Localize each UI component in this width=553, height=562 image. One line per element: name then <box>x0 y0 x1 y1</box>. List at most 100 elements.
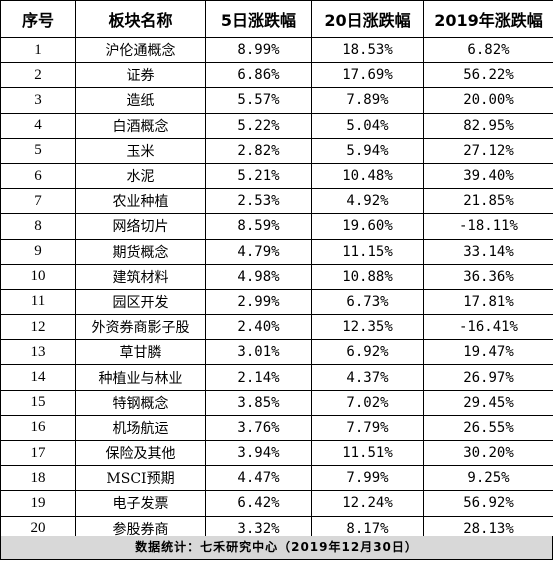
table-row: 11 园区开发 2.99% 6.73% 17.81% <box>0 288 553 316</box>
cell-sector-name: 农业种植 <box>75 188 206 215</box>
cell-sector-name: 保险及其他 <box>75 439 206 467</box>
data-source-footer: 数据统计：七禾研究中心（2019年12月30日） <box>0 536 553 560</box>
cell-5day-change: 3.85% <box>205 389 312 416</box>
cell-20day-change: 12.24% <box>311 490 424 517</box>
cell-5day-change: 2.14% <box>205 364 312 391</box>
cell-20day-change: 12.35% <box>311 314 424 341</box>
sector-performance-table: 序号 板块名称 5日涨跌幅 20日涨跌幅 2019年涨跌幅 1 沪伦通概念 8.99… <box>0 0 553 542</box>
table-row: 15 特钢概念 3.85% 7.02% 29.45% <box>0 389 553 416</box>
table-row: 7 农业种植 2.53% 4.92% 21.85% <box>0 188 553 215</box>
table-row: 12 外资券商影子股 2.40% 12.35% -16.41% <box>0 314 553 341</box>
cell-sector-name: 白酒概念 <box>75 112 206 139</box>
cell-5day-change: 3.76% <box>205 414 312 442</box>
header-sector-name: 板块名称 <box>75 0 206 38</box>
cell-sector-name: 玉米 <box>75 137 206 164</box>
cell-5day-change: 3.01% <box>205 339 312 366</box>
cell-2019-change: 36.36% <box>423 263 553 290</box>
cell-20day-change: 5.04% <box>311 112 424 139</box>
cell-sector-name: MSCI预期 <box>75 465 206 492</box>
cell-index: 9 <box>0 238 76 265</box>
header-20day-change: 20日涨跌幅 <box>311 0 424 38</box>
table-row: 4 白酒概念 5.22% 5.04% 82.95% <box>0 112 553 139</box>
cell-index: 1 <box>0 36 76 64</box>
cell-20day-change: 6.92% <box>311 339 424 366</box>
cell-index: 7 <box>0 188 76 215</box>
header-5day-change: 5日涨跌幅 <box>205 0 312 38</box>
cell-2019-change: 19.47% <box>423 339 553 366</box>
cell-20day-change: 10.48% <box>311 162 424 190</box>
cell-2019-change: 39.40% <box>423 162 553 190</box>
table-body: 1 沪伦通概念 8.99% 18.53% 6.82% 2 证券 6.86% 17.69% 56.2… <box>0 36 553 542</box>
table-row: 1 沪伦通概念 8.99% 18.53% 6.82% <box>0 36 553 64</box>
cell-index: 12 <box>0 314 76 341</box>
cell-20day-change: 6.73% <box>311 288 424 316</box>
cell-2019-change: 26.97% <box>423 364 553 391</box>
cell-index: 16 <box>0 414 76 442</box>
cell-5day-change: 2.40% <box>205 314 312 341</box>
cell-index: 2 <box>0 62 76 89</box>
cell-2019-change: 27.12% <box>423 137 553 164</box>
table-row: 5 玉米 2.82% 5.94% 27.12% <box>0 137 553 164</box>
cell-index: 14 <box>0 364 76 391</box>
cell-sector-name: 网络切片 <box>75 213 206 240</box>
cell-20day-change: 10.88% <box>311 263 424 290</box>
cell-5day-change: 8.99% <box>205 36 312 64</box>
cell-sector-name: 建筑材料 <box>75 263 206 290</box>
cell-sector-name: 机场航运 <box>75 414 206 442</box>
cell-5day-change: 2.99% <box>205 288 312 316</box>
cell-5day-change: 4.47% <box>205 465 312 492</box>
cell-5day-change: 2.53% <box>205 188 312 215</box>
cell-5day-change: 4.98% <box>205 263 312 290</box>
cell-2019-change: 21.85% <box>423 188 553 215</box>
cell-2019-change: 9.25% <box>423 465 553 492</box>
cell-index: 5 <box>0 137 76 164</box>
cell-index: 11 <box>0 288 76 316</box>
table-row: 6 水泥 5.21% 10.48% 39.40% <box>0 162 553 190</box>
cell-20day-change: 17.69% <box>311 62 424 89</box>
cell-20day-change: 11.15% <box>311 238 424 265</box>
cell-2019-change: 56.92% <box>423 490 553 517</box>
cell-index: 18 <box>0 465 76 492</box>
cell-sector-name: 造纸 <box>75 87 206 114</box>
cell-sector-name: 特钢概念 <box>75 389 206 416</box>
cell-2019-change: 17.81% <box>423 288 553 316</box>
cell-20day-change: 19.60% <box>311 213 424 240</box>
cell-5day-change: 6.42% <box>205 490 312 517</box>
cell-5day-change: 8.59% <box>205 213 312 240</box>
cell-index: 4 <box>0 112 76 139</box>
cell-2019-change: -18.11% <box>423 213 553 240</box>
cell-20day-change: 4.92% <box>311 188 424 215</box>
table-row: 17 保险及其他 3.94% 11.51% 30.20% <box>0 439 553 467</box>
cell-index: 17 <box>0 439 76 467</box>
cell-index: 15 <box>0 389 76 416</box>
cell-sector-name: 园区开发 <box>75 288 206 316</box>
cell-index: 3 <box>0 87 76 114</box>
table-row: 3 造纸 5.57% 7.89% 20.00% <box>0 87 553 114</box>
table-row: 19 电子发票 6.42% 12.24% 56.92% <box>0 490 553 517</box>
cell-2019-change: 56.22% <box>423 62 553 89</box>
cell-20day-change: 11.51% <box>311 439 424 467</box>
cell-2019-change: 82.95% <box>423 112 553 139</box>
cell-20day-change: 5.94% <box>311 137 424 164</box>
cell-sector-name: 证券 <box>75 62 206 89</box>
cell-sector-name: 沪伦通概念 <box>75 36 206 64</box>
cell-2019-change: 30.20% <box>423 439 553 467</box>
table-row: 9 期货概念 4.79% 11.15% 33.14% <box>0 238 553 265</box>
cell-2019-change: 29.45% <box>423 389 553 416</box>
cell-5day-change: 5.57% <box>205 87 312 114</box>
cell-index: 8 <box>0 213 76 240</box>
cell-sector-name: 期货概念 <box>75 238 206 265</box>
cell-sector-name: 电子发票 <box>75 490 206 517</box>
table-row: 18 MSCI预期 4.47% 7.99% 9.25% <box>0 465 553 492</box>
table-row: 16 机场航运 3.76% 7.79% 26.55% <box>0 414 553 442</box>
table-row: 13 草甘膦 3.01% 6.92% 19.47% <box>0 339 553 366</box>
cell-index: 19 <box>0 490 76 517</box>
table-row: 10 建筑材料 4.98% 10.88% 36.36% <box>0 263 553 290</box>
cell-20day-change: 18.53% <box>311 36 424 64</box>
cell-5day-change: 5.21% <box>205 162 312 190</box>
cell-5day-change: 2.82% <box>205 137 312 164</box>
cell-sector-name: 草甘膦 <box>75 339 206 366</box>
cell-20day-change: 7.02% <box>311 389 424 416</box>
header-row: 序号 板块名称 5日涨跌幅 20日涨跌幅 2019年涨跌幅 <box>0 0 553 38</box>
cell-5day-change: 5.22% <box>205 112 312 139</box>
